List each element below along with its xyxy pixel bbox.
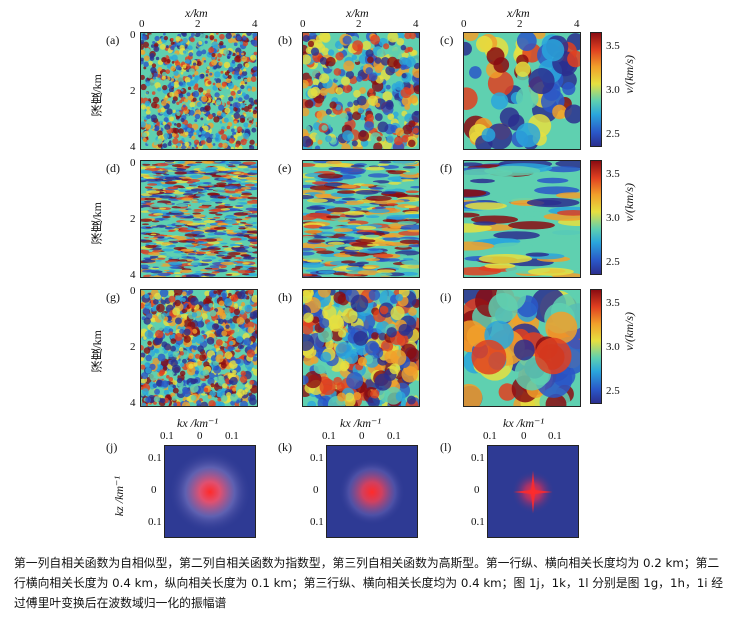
spectrum-j [164, 445, 256, 538]
figure-caption: 第一列自相关函数为自相似型，第二列自相关函数为指数型，第三列自相关函数为高斯型。… [14, 556, 724, 610]
y-tick: 4 [130, 397, 136, 409]
kz-tick: 0.1 [471, 452, 485, 464]
colorbar-tick: 2.5 [606, 256, 620, 268]
panel-label-e: (e) [278, 161, 292, 175]
kx-tick: 0.1 [548, 430, 562, 442]
depth-label-row1: 深度/km [90, 74, 104, 117]
kx-tick: 0 [521, 430, 527, 442]
kx-label-l: kx /km⁻¹ [503, 416, 544, 430]
kx-tick: 0.1 [225, 430, 239, 442]
kx-tick: 0.1 [483, 430, 497, 442]
colorbar-label-row1: v/(km/s) [622, 55, 636, 94]
x-tick: 2 [517, 18, 523, 30]
kz-tick: 0.1 [148, 452, 162, 464]
x-tick: 0 [300, 18, 306, 30]
panel-label-j: (j) [106, 440, 118, 454]
y-tick: 4 [130, 141, 136, 153]
velocity-field-h [302, 289, 420, 407]
kx-tick: 0.1 [387, 430, 401, 442]
y-tick: 4 [130, 269, 136, 281]
x-tick: 4 [413, 18, 419, 30]
panel-label-d: (d) [106, 161, 120, 175]
colorbar-row2 [590, 160, 602, 275]
velocity-field-i [463, 289, 581, 407]
x-tick: 0 [139, 18, 145, 30]
panel-label-i: (i) [440, 290, 452, 304]
velocity-field-b [302, 32, 420, 150]
panel-label-k: (k) [278, 440, 292, 454]
x-axis-label-col3: x/km [507, 6, 530, 20]
velocity-field-g [140, 289, 258, 407]
panel-label-c: (c) [440, 33, 454, 47]
kz-tick: 0.1 [471, 516, 485, 528]
kz-tick: 0.1 [310, 516, 324, 528]
kz-tick: 0 [313, 484, 319, 496]
kz-tick: 0.1 [148, 516, 162, 528]
y-tick: 0 [130, 29, 136, 41]
x-tick: 0 [461, 18, 467, 30]
panel-label-h: (h) [278, 290, 292, 304]
velocity-field-c [463, 32, 581, 150]
colorbar-tick: 3.0 [606, 212, 620, 224]
y-tick: 2 [130, 85, 136, 97]
y-tick: 0 [130, 157, 136, 169]
x-tick: 4 [252, 18, 258, 30]
spectrum-k [326, 445, 418, 538]
kx-label-j: kx /km⁻¹ [177, 416, 218, 430]
x-tick: 2 [195, 18, 201, 30]
kz-tick: 0.1 [310, 452, 324, 464]
panel-label-b: (b) [278, 33, 292, 47]
colorbar-label-row3: v/(km/s) [622, 312, 636, 351]
colorbar-tick: 3.5 [606, 40, 620, 52]
kx-tick: 0 [197, 430, 203, 442]
colorbar-tick: 3.5 [606, 297, 620, 309]
depth-label-row2: 深度/km [90, 202, 104, 245]
x-tick: 2 [356, 18, 362, 30]
y-tick: 2 [130, 213, 136, 225]
kx-tick: 0.1 [160, 430, 174, 442]
spectrum-l [487, 445, 579, 538]
kz-tick: 0 [474, 484, 480, 496]
x-axis-label-col1: x/km [185, 6, 208, 20]
kx-tick: 0 [359, 430, 365, 442]
colorbar-label-row2: v/(km/s) [622, 183, 636, 222]
y-tick: 2 [130, 341, 136, 353]
colorbar-tick: 2.5 [606, 128, 620, 140]
kz-label: kz /km⁻¹ [112, 476, 126, 517]
colorbar-tick: 3.0 [606, 84, 620, 96]
colorbar-tick: 3.0 [606, 341, 620, 353]
kx-label-k: kx /km⁻¹ [340, 416, 381, 430]
colorbar-tick: 3.5 [606, 168, 620, 180]
velocity-field-a [140, 32, 258, 150]
colorbar-row3 [590, 289, 602, 404]
panel-label-a: (a) [106, 33, 120, 47]
velocity-field-f [463, 160, 581, 278]
y-tick: 0 [130, 285, 136, 297]
panel-label-f: (f) [440, 161, 452, 175]
depth-label-row3: 深度/km [90, 330, 104, 373]
panel-label-l: (l) [440, 440, 452, 454]
kx-tick: 0.1 [322, 430, 336, 442]
colorbar-row1 [590, 32, 602, 147]
x-tick: 4 [574, 18, 580, 30]
colorbar-tick: 2.5 [606, 385, 620, 397]
velocity-field-d [140, 160, 258, 278]
x-axis-label-col2: x/km [346, 6, 369, 20]
kz-tick: 0 [151, 484, 157, 496]
panel-label-g: (g) [106, 290, 120, 304]
velocity-field-e [302, 160, 420, 278]
